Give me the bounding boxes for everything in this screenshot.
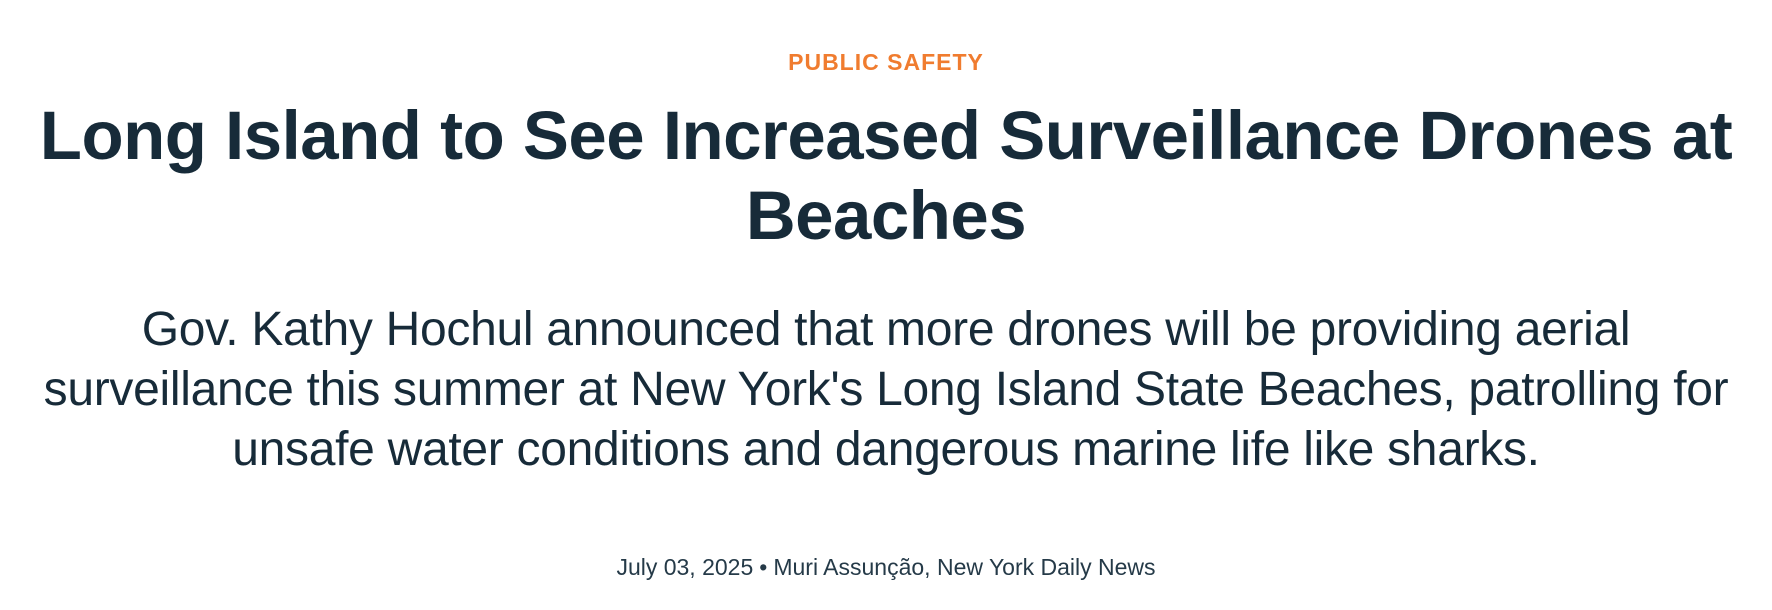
article-meta: July 03, 2025 • Muri Assunção, New York Da… bbox=[0, 553, 1772, 581]
meta-separator: • bbox=[759, 554, 768, 580]
page-title: Long Island to See Increased Surveillanc… bbox=[39, 97, 1733, 254]
author-byline[interactable]: Muri Assunção, New York Daily News bbox=[773, 554, 1156, 580]
publish-date: July 03, 2025 bbox=[616, 554, 754, 580]
article-subheadline: Gov. Kathy Hochul announced that more dr… bbox=[43, 303, 1729, 476]
category-link[interactable]: PUBLIC SAFETY bbox=[788, 49, 984, 75]
